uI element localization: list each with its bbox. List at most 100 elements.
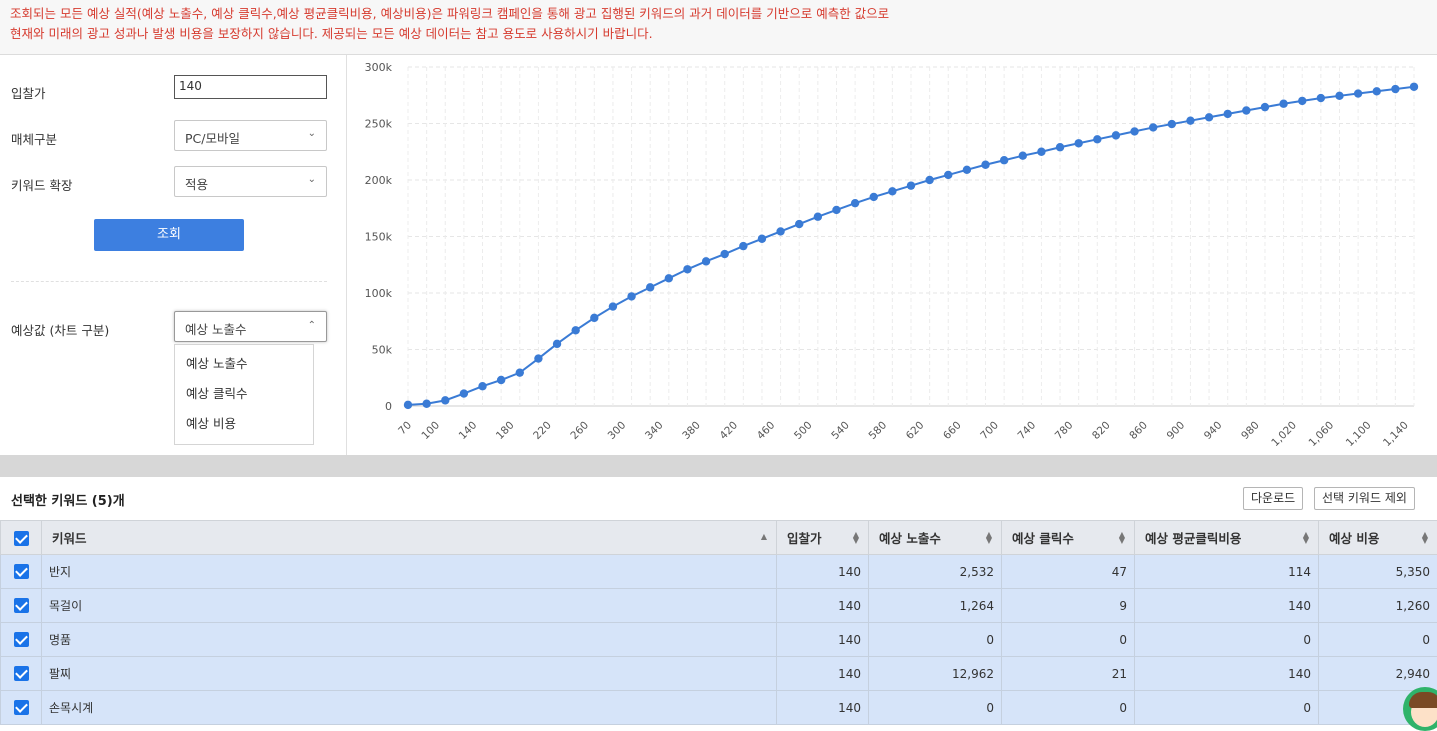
chevron-down-icon: ⌄ <box>308 174 316 185</box>
data-point <box>702 257 710 265</box>
data-point <box>683 265 691 273</box>
data-point <box>1373 87 1381 95</box>
x-tick-label: 220 <box>531 419 554 442</box>
data-point <box>981 161 989 169</box>
data-point <box>851 199 859 207</box>
table-row[interactable]: 명품 140 0 0 0 0 <box>1 623 1437 657</box>
data-point <box>516 368 524 376</box>
x-tick-label: 1,140 <box>1381 419 1411 449</box>
x-tick-label: 1,060 <box>1307 419 1337 449</box>
avatar-hair <box>1409 692 1437 708</box>
keywords-header: 선택한 키워드 (5)개 다운로드 선택 키워드 제외 <box>0 477 1437 520</box>
table-row[interactable]: 목걸이 140 1,264 9 140 1,260 <box>1 589 1437 623</box>
x-tick-label: 580 <box>867 419 890 442</box>
divider <box>11 281 327 282</box>
x-tick-label: 820 <box>1090 419 1113 442</box>
cell-clicks: 0 <box>1002 623 1135 657</box>
table-row[interactable]: 반지 140 2,532 47 114 5,350 <box>1 555 1437 589</box>
metric-dropdown: 예상 노출수 예상 클릭수 예상 비용 <box>174 344 314 445</box>
data-point <box>1242 106 1250 114</box>
data-point <box>627 292 635 300</box>
cell-cost: 1,260 <box>1319 589 1437 623</box>
x-tick-label: 900 <box>1165 419 1188 442</box>
x-tick-label: 420 <box>717 419 740 442</box>
cell-cpc: 140 <box>1135 589 1319 623</box>
row-checkbox[interactable] <box>14 564 29 579</box>
column-label: 예상 비용 <box>1329 531 1379 546</box>
x-tick-label: 140 <box>457 419 480 442</box>
search-button[interactable]: 조회 <box>94 219 244 251</box>
data-point <box>665 274 673 282</box>
x-tick-label: 300 <box>606 419 629 442</box>
data-point <box>1168 120 1176 128</box>
cell-bid: 140 <box>777 589 869 623</box>
data-point <box>460 389 468 397</box>
sort-icon: ▲▼ <box>853 532 859 544</box>
column-header-cost[interactable]: 예상 비용▲▼ <box>1319 521 1437 555</box>
data-point <box>1317 94 1325 102</box>
metric-option-impressions[interactable]: 예상 노출수 <box>175 351 313 381</box>
data-point <box>1112 131 1120 139</box>
row-checkbox[interactable] <box>14 700 29 715</box>
data-point <box>609 302 617 310</box>
metric-option-cost[interactable]: 예상 비용 <box>175 411 313 441</box>
cell-impressions: 1,264 <box>869 589 1002 623</box>
y-tick-label: 50k <box>372 344 393 357</box>
metric-option-clicks[interactable]: 예상 클릭수 <box>175 381 313 411</box>
row-checkbox[interactable] <box>14 632 29 647</box>
row-checkbox[interactable] <box>14 598 29 613</box>
column-header-cpc[interactable]: 예상 평균클릭비용 ▲▼ <box>1135 521 1319 555</box>
column-label: 예상 클릭수 <box>1012 531 1074 546</box>
x-tick-label: 70 <box>396 419 414 437</box>
download-button[interactable]: 다운로드 <box>1243 487 1303 510</box>
media-select[interactable]: PC/모바일 ⌄ <box>174 120 327 151</box>
cell-cost: 2,940 <box>1319 657 1437 691</box>
y-tick-label: 100k <box>365 287 393 300</box>
sort-icon: ▲▼ <box>1119 532 1125 544</box>
data-point <box>1130 127 1138 135</box>
cell-cpc: 0 <box>1135 623 1319 657</box>
x-tick-label: 740 <box>1016 419 1039 442</box>
data-point <box>1205 113 1213 121</box>
media-select-value: PC/모바일 <box>185 131 240 146</box>
column-label: 예상 노출수 <box>879 531 941 546</box>
column-header-keyword[interactable]: 키워드▲ <box>42 521 777 555</box>
row-checkbox[interactable] <box>14 666 29 681</box>
y-tick-label: 150k <box>365 231 393 244</box>
column-label: 예상 평균클릭비용 <box>1145 531 1241 546</box>
notice-line-1: 조회되는 모든 예상 실적(예상 노출수, 예상 클릭수,예상 평균클릭비용, … <box>10 4 1427 24</box>
column-label: 입찰가 <box>787 531 822 546</box>
bid-input[interactable]: 140 <box>174 75 327 99</box>
cell-impressions: 2,532 <box>869 555 1002 589</box>
expand-select[interactable]: 적용 ⌄ <box>174 166 327 197</box>
cell-cpc: 140 <box>1135 657 1319 691</box>
table-row[interactable]: 팔찌 140 12,962 21 140 2,940 <box>1 657 1437 691</box>
column-header-clicks[interactable]: 예상 클릭수 ▲▼ <box>1002 521 1135 555</box>
remove-keywords-button[interactable]: 선택 키워드 제외 <box>1314 487 1415 510</box>
data-point <box>534 354 542 362</box>
row-checkbox-cell <box>1 589 42 623</box>
data-point <box>776 227 784 235</box>
data-point <box>1019 152 1027 160</box>
expand-select-value: 적용 <box>185 177 208 192</box>
column-header-impressions[interactable]: 예상 노출수▲▼ <box>869 521 1002 555</box>
cell-keyword: 반지 <box>42 555 777 589</box>
sort-icon: ▲▼ <box>1303 532 1309 544</box>
data-point <box>1186 116 1194 124</box>
cell-keyword: 목걸이 <box>42 589 777 623</box>
select-all-checkbox[interactable] <box>14 531 29 546</box>
x-tick-label: 860 <box>1127 419 1150 442</box>
data-point <box>404 401 412 409</box>
x-tick-label: 780 <box>1053 419 1076 442</box>
sort-asc-icon: ▲ <box>761 534 767 540</box>
cell-impressions: 12,962 <box>869 657 1002 691</box>
cell-bid: 140 <box>777 657 869 691</box>
data-point <box>1410 83 1418 91</box>
data-point <box>1335 92 1343 100</box>
x-tick-label: 340 <box>643 419 666 442</box>
column-header-bid[interactable]: 입찰가 ▲▼ <box>777 521 869 555</box>
metric-select[interactable]: 예상 노출수 ⌃ <box>174 311 327 342</box>
table-row[interactable]: 손목시계 140 0 0 0 <box>1 691 1437 725</box>
data-point <box>1000 156 1008 164</box>
